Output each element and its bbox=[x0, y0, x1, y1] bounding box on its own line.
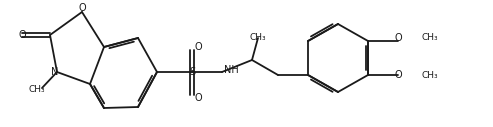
Text: CH₃: CH₃ bbox=[29, 85, 45, 94]
Text: O: O bbox=[194, 42, 202, 52]
Text: CH₃: CH₃ bbox=[422, 70, 438, 80]
Text: O: O bbox=[18, 30, 26, 40]
Text: O: O bbox=[78, 3, 86, 13]
Text: O: O bbox=[194, 93, 202, 103]
Text: NH: NH bbox=[224, 65, 239, 75]
Text: CH₃: CH₃ bbox=[422, 34, 438, 43]
Text: N: N bbox=[51, 67, 59, 77]
Text: O: O bbox=[394, 70, 402, 80]
Text: S: S bbox=[189, 67, 195, 77]
Text: CH₃: CH₃ bbox=[249, 34, 266, 43]
Text: O: O bbox=[394, 33, 402, 43]
